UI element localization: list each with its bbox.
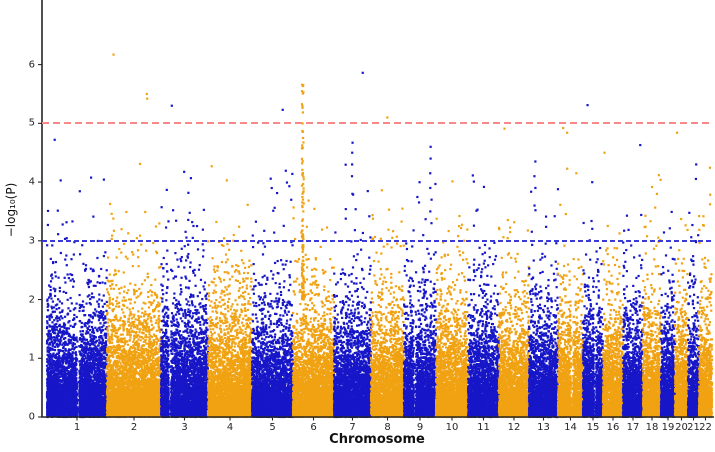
y-tick-label: 4 [28, 176, 35, 188]
x-tick-label: 7 [349, 422, 356, 433]
x-tick-label: 12 [507, 422, 521, 433]
x-tick-label: 13 [537, 422, 550, 433]
x-tick-label: 15 [586, 422, 600, 433]
y-tick-label: 3 [28, 235, 35, 247]
x-tick-label: 9 [416, 422, 424, 433]
x-tick-label: 11 [477, 422, 490, 433]
x-tick-label: 17 [626, 422, 640, 433]
y-tick-label: 2 [28, 294, 35, 306]
y-tick-label: 6 [28, 59, 35, 71]
x-tick-label: 16 [606, 422, 620, 433]
x-tick-label: 18 [645, 422, 659, 433]
x-tick-label: 21 [687, 422, 700, 433]
x-tick-label: 5 [269, 422, 276, 433]
x-tick-label: 20 [675, 422, 688, 433]
y-tick-label: 0 [28, 411, 35, 423]
x-tick-label: 14 [564, 422, 577, 433]
x-tick-label: 8 [384, 422, 391, 433]
x-tick-label: 19 [661, 422, 675, 433]
x-tick-label: 2 [130, 422, 138, 433]
y-axis-title: −log₁₀(P) [4, 182, 18, 238]
x-tick-label: 1 [73, 422, 81, 433]
x-tick-label: 22 [699, 422, 712, 433]
x-axis-title: Chromosome [329, 432, 425, 447]
y-tick-label: 5 [28, 117, 35, 129]
x-tick-label: 4 [226, 422, 234, 433]
x-tick-label: 10 [445, 422, 459, 433]
x-tick-label: 3 [181, 422, 188, 433]
y-tick-label: 1 [28, 352, 35, 364]
x-tick-label: 6 [310, 422, 317, 433]
